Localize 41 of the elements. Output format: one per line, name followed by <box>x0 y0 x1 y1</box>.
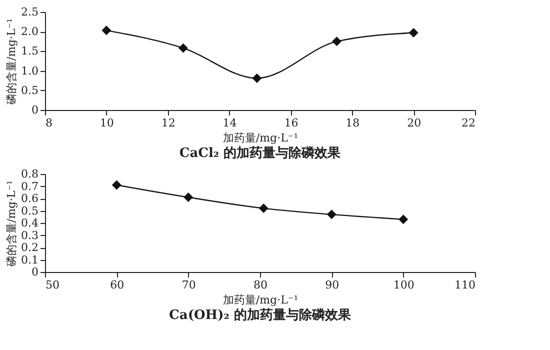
y-tick-label: 1.5 <box>21 44 38 58</box>
point <box>102 26 112 36</box>
point <box>408 28 418 38</box>
text: Ca(OH)₂ 的加药量与除磷效果 <box>169 307 352 323</box>
x-tick-label: 12 <box>161 116 176 130</box>
x-axis-title: 加药量/mg·L⁻¹ <box>222 132 298 144</box>
x-axis-title: 加药量/mg·L⁻¹ <box>222 294 298 306</box>
y-tick-label: 1.0 <box>21 64 38 78</box>
text: CaCl₂ 的加药量与除磷效果 <box>179 145 342 161</box>
y-axis-title: 磷的含量/mg·L⁻¹ <box>5 18 18 106</box>
x-tick-label: 100 <box>393 278 414 292</box>
x-tick-label: 22 <box>462 116 476 130</box>
x-tick-label: 60 <box>110 278 124 292</box>
y-tick-label: 0.3 <box>21 228 38 242</box>
x-tick-label: 10 <box>100 116 114 130</box>
y-tick-label: 0 <box>32 266 38 278</box>
y-tick-label: 0.7 <box>21 180 38 193</box>
x-tick-label: 14 <box>222 116 237 130</box>
y-tick-label: 0.1 <box>21 253 38 266</box>
x-tick-label: 70 <box>182 278 196 292</box>
x-tick-label: 20 <box>407 116 422 130</box>
x-tick-label: 80 <box>254 278 268 292</box>
x-tick-label: 16 <box>284 116 298 130</box>
y-tick-label: 0.5 <box>21 204 38 218</box>
x-tick-label: 90 <box>325 278 340 292</box>
y-tick-label: 2.5 <box>21 6 38 18</box>
y-tick-label: 2.0 <box>21 25 38 38</box>
y-tick-label: 0.4 <box>21 216 38 230</box>
point <box>332 36 342 46</box>
x-tick-label: 110 <box>454 278 476 292</box>
y-tick-label: 0.2 <box>21 241 38 254</box>
y-axis-title: 磷的含量/mg·L⁻¹ <box>5 180 18 268</box>
x-tick-label: 8 <box>46 116 52 130</box>
x-tick-label: 18 <box>346 116 360 130</box>
y-tick-label: 0.5 <box>21 84 38 97</box>
point <box>252 74 262 83</box>
y-tick-label: 0.8 <box>21 168 38 180</box>
x-tick-label: 50 <box>46 278 60 292</box>
y-tick-label: 0.6 <box>21 192 38 205</box>
point <box>178 43 188 53</box>
y-tick-label: 0 <box>32 104 38 116</box>
